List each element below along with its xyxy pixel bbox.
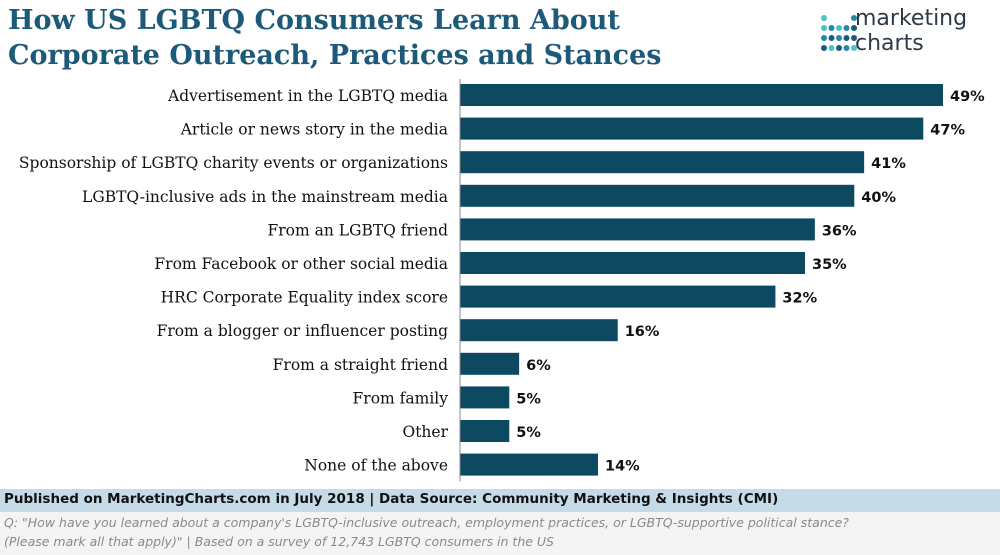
bar xyxy=(460,420,510,442)
brand-name-line-1: marketing xyxy=(855,6,968,31)
footer-source: Published on MarketingCharts.com in July… xyxy=(4,491,779,507)
data-label: 16% xyxy=(625,324,660,340)
footer-note-line-2: (Please mark all that apply)" | Based on… xyxy=(4,534,554,549)
data-label: 32% xyxy=(782,291,817,307)
marketingcharts-logo-icon xyxy=(821,15,857,51)
category-label: From family xyxy=(353,389,449,407)
bar xyxy=(460,285,776,308)
bar xyxy=(460,84,943,106)
logo-dot xyxy=(828,25,835,31)
brand-name: marketing charts xyxy=(855,6,967,56)
logo-dot xyxy=(843,35,850,41)
bar xyxy=(460,352,520,375)
footer-note-line-1: Q: "How have you learned about a company… xyxy=(4,515,849,530)
category-label: None of the above xyxy=(304,457,448,475)
data-label: 40% xyxy=(861,190,896,206)
bar xyxy=(460,453,598,476)
data-label: 41% xyxy=(871,156,906,172)
category-label: From Facebook or other social media xyxy=(154,255,448,273)
bar xyxy=(460,252,805,274)
category-label: Article or news story in the media xyxy=(180,121,448,139)
logo-dot xyxy=(836,25,842,31)
bar xyxy=(460,117,924,140)
category-label: From a straight friend xyxy=(273,356,448,374)
data-label: 49% xyxy=(950,89,985,105)
logo-dot xyxy=(851,45,857,51)
logo-dot xyxy=(836,35,842,41)
category-label: From an LGBTQ friend xyxy=(268,221,449,239)
data-label: 5% xyxy=(516,391,541,407)
logo-dot xyxy=(843,45,850,51)
category-label: Other xyxy=(402,423,448,441)
data-label: 35% xyxy=(812,257,847,273)
logo-dot xyxy=(821,35,827,41)
logo-dot xyxy=(821,15,827,21)
category-label: LGBTQ-inclusive ads in the mainstream me… xyxy=(82,188,448,206)
footer-note: Q: "How have you learned about a company… xyxy=(0,512,1000,555)
bar xyxy=(460,319,618,342)
category-label: Advertisement in the LGBTQ media xyxy=(167,87,448,105)
data-label: 14% xyxy=(605,459,640,475)
category-label: HRC Corporate Equality index score xyxy=(161,289,448,307)
logo-dot xyxy=(851,15,857,21)
logo-dot xyxy=(843,25,850,31)
bar xyxy=(460,151,865,174)
logo-dot xyxy=(821,25,827,31)
data-label: 47% xyxy=(930,123,965,139)
footer-source-band xyxy=(0,489,1000,512)
logo-dot xyxy=(836,45,842,51)
bar xyxy=(460,386,510,409)
category-label: Sponsorship of LGBTQ charity events or o… xyxy=(19,154,448,172)
bar-chart: Advertisement in the LGBTQ media 49% Artic… xyxy=(19,79,985,482)
brand-name-line-2: charts xyxy=(855,31,924,56)
bar xyxy=(460,184,855,207)
data-label: 36% xyxy=(822,223,857,239)
chart-title: How US LGBTQ Consumers Learn About Corpo… xyxy=(8,3,768,73)
logo-dot xyxy=(828,45,835,51)
category-label: From a blogger or influencer posting xyxy=(157,322,449,340)
logo-dot xyxy=(851,35,857,41)
data-label: 5% xyxy=(516,425,541,441)
bar xyxy=(460,218,815,241)
logo-dot xyxy=(828,35,835,41)
title-line-1: How US LGBTQ Consumers Learn About xyxy=(8,5,620,36)
title-line-2: Corporate Outreach, Practices and Stance… xyxy=(8,40,662,71)
logo-dot xyxy=(821,45,827,51)
logo-dot xyxy=(851,25,857,31)
data-label: 6% xyxy=(526,358,551,374)
